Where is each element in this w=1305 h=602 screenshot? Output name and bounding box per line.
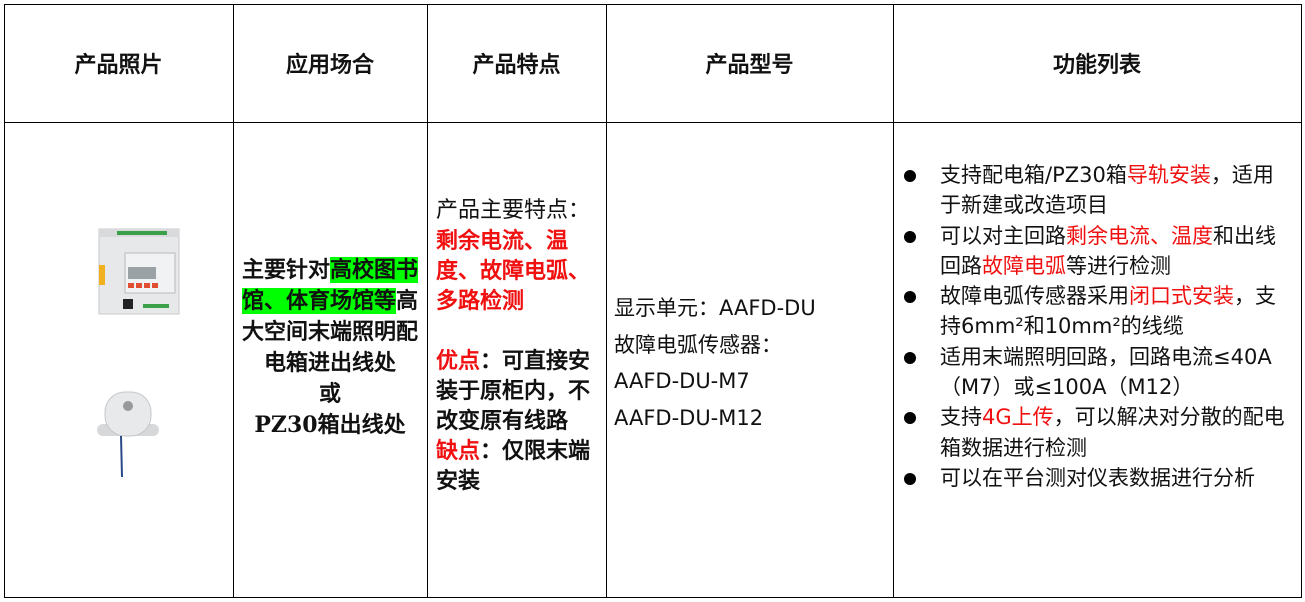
- application-pz30: PZ30箱出线处: [254, 412, 406, 438]
- application-text: 主要针对高校图书馆、体育场馆等高大空间末端照明配电箱进出线处或 PZ30箱出线处: [234, 255, 426, 441]
- item-text: 可以对主回路: [940, 223, 1066, 248]
- item-text: ，适用于新建或改造项目: [940, 163, 1274, 218]
- list-item: 可以对主回路剩余电流、温度和出线回路故障电弧等进行检测: [900, 221, 1290, 282]
- header-features: 产品特点: [472, 52, 561, 78]
- item-text: 可以在平台测对仪表数据进行分析: [940, 465, 1255, 490]
- arc-sensor-image: [97, 391, 159, 478]
- list-item: 支持4G上传，可以解决对分散的配电箱数据进行检测: [900, 402, 1290, 463]
- item-text: 等进行检测: [1066, 253, 1171, 278]
- features-text: 产品主要特点： 剩余电流、温度、故障电弧、多路检测 优点：可直接安装于原柜内，不…: [436, 196, 606, 496]
- item-emphasis: 闭口式安装: [1129, 284, 1234, 309]
- header-model: 产品型号: [705, 52, 794, 78]
- advantage-label: 优点: [436, 348, 481, 374]
- col-divider: [427, 4, 428, 598]
- disadvantage-text: ：仅限末端安装: [436, 438, 591, 494]
- item-emphasis: 剩余电流、温度: [1066, 223, 1213, 248]
- col-divider: [4, 4, 5, 598]
- features-main: 剩余电流、温度、故障电弧、多路检测: [436, 228, 591, 314]
- col-divider: [233, 4, 234, 598]
- advantage-text: ：可直接安装于原柜内，不改变原有线路: [436, 348, 591, 434]
- model-sensor-label: 故障电弧传感器：: [614, 332, 782, 357]
- item-emphasis: 导轨安装: [1126, 163, 1211, 187]
- list-item: 可以在平台测对仪表数据进行分析: [900, 463, 1290, 493]
- function-list: 支持配电箱/PZ30箱导轨安装，适用于新建或改造项目 可以对主回路剩余电流、温度…: [900, 160, 1300, 493]
- col-divider: [1301, 4, 1302, 598]
- model-m7: AAFD-DU-M7: [614, 369, 750, 393]
- bullet-icon: [904, 170, 916, 182]
- col-divider: [606, 4, 607, 598]
- bullet-icon: [904, 291, 916, 304]
- bullet-icon: [904, 412, 916, 425]
- item-text: 和出线回路: [940, 223, 1276, 278]
- application-intro: 主要针对: [241, 257, 330, 283]
- model-display-unit: 显示单元：AAFD-DU: [614, 296, 816, 320]
- bullet-icon: [904, 230, 916, 243]
- col-divider: [893, 4, 894, 598]
- application-or: 或: [318, 381, 341, 407]
- features-title: 产品主要特点：: [436, 198, 591, 223]
- item-emphasis: 4G上传: [982, 405, 1054, 430]
- model-list: 显示单元：AAFD-DU 故障电弧传感器： AAFD-DU-M7 AAFD-DU…: [614, 290, 894, 436]
- display-unit-image: [98, 228, 180, 315]
- item-text: 适用末端照明回路，回路电流≤40A（M7）或≤100A（M12）: [940, 344, 1272, 400]
- bullet-icon: [904, 351, 916, 364]
- header-application: 应用场合: [285, 52, 374, 78]
- model-m12: AAFD-DU-M12: [614, 405, 764, 430]
- header-divider: [4, 122, 1302, 123]
- list-item: 故障电弧传感器采用闭口式安装，支持6mm²和10mm²的线缆: [900, 281, 1290, 342]
- item-text: 故障电弧传感器采用: [940, 284, 1129, 309]
- disadvantage-label: 缺点: [436, 438, 481, 464]
- list-item: 支持配电箱/PZ30箱导轨安装，适用于新建或改造项目: [900, 160, 1290, 221]
- item-emphasis: 故障电弧: [982, 253, 1066, 278]
- item-text: 支持配电箱/PZ30箱: [940, 163, 1127, 187]
- application-location: 高大空间末端照明配电箱进出线处: [241, 288, 419, 376]
- item-text: ，可以解决对分散的配电箱数据进行检测: [940, 405, 1285, 460]
- header-photo: 产品照片: [74, 52, 163, 78]
- bullet-icon: [904, 472, 916, 485]
- header-functions: 功能列表: [1052, 52, 1141, 78]
- item-text: ，支持6mm²和10mm²的线缆: [940, 284, 1276, 339]
- table-border-bottom: [4, 597, 1302, 598]
- list-item: 适用末端照明回路，回路电流≤40A（M7）或≤100A（M12）: [900, 342, 1290, 403]
- item-text: 支持: [940, 405, 982, 430]
- table-border-top: [4, 4, 1302, 5]
